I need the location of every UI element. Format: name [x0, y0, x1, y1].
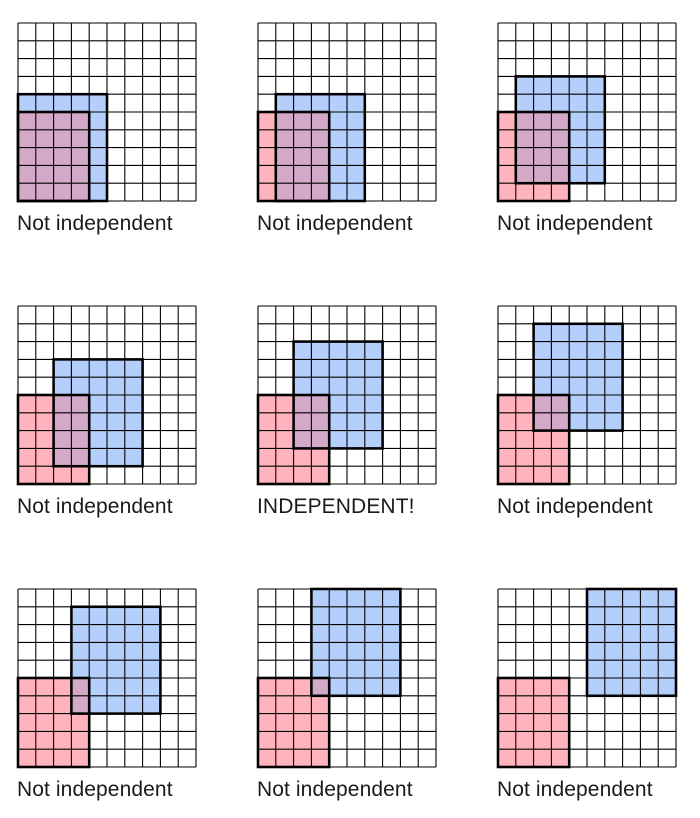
panel-caption: Not independent: [497, 212, 653, 235]
overlap-region: [311, 678, 330, 696]
panel-caption: Not independent: [17, 778, 173, 801]
red-rectangle-outline: [496, 110, 571, 203]
grid-lines: [257, 305, 437, 485]
grid-svg-7: [16, 588, 197, 769]
panel-caption: Not independent: [17, 495, 173, 518]
panel-caption: Not independent: [257, 212, 413, 235]
blue-rectangle-outline: [514, 75, 607, 185]
blue-rectangle-outline: [585, 587, 678, 698]
blue-rectangle-outline: [70, 605, 162, 715]
grid-svg-3: [496, 22, 677, 203]
red-rectangle-outline: [256, 676, 331, 769]
grid-svg-8: [256, 587, 437, 769]
panel-caption: Not independent: [497, 778, 653, 801]
overlap-region: [275, 112, 330, 202]
grid-svg-4: [16, 305, 197, 486]
red-rectangle-outline: [256, 110, 331, 203]
red-rectangle-outline: [16, 110, 91, 203]
red-rectangle-outline: [256, 393, 331, 486]
panel-caption: Not independent: [497, 495, 653, 518]
blue-rectangle-outline: [310, 587, 402, 698]
panel-caption: Not independent: [17, 212, 173, 235]
grid-svg-1: [16, 22, 197, 203]
panel-caption: Not independent: [257, 778, 413, 801]
grid-svg-6: [496, 305, 677, 486]
panel-caption: INDEPENDENT!: [257, 495, 415, 518]
blue-rectangle-outline: [532, 322, 624, 432]
blue-rectangle-outline: [52, 358, 144, 468]
red-rectangle-outline: [16, 676, 91, 769]
red-rectangle-outline: [16, 393, 91, 486]
red-rectangle-outline: [496, 676, 571, 769]
grid-svg-9: [496, 587, 678, 769]
red-rectangle-outline: [496, 393, 571, 486]
grid-svg-5: [256, 305, 437, 486]
grid-svg-2: [256, 22, 437, 203]
